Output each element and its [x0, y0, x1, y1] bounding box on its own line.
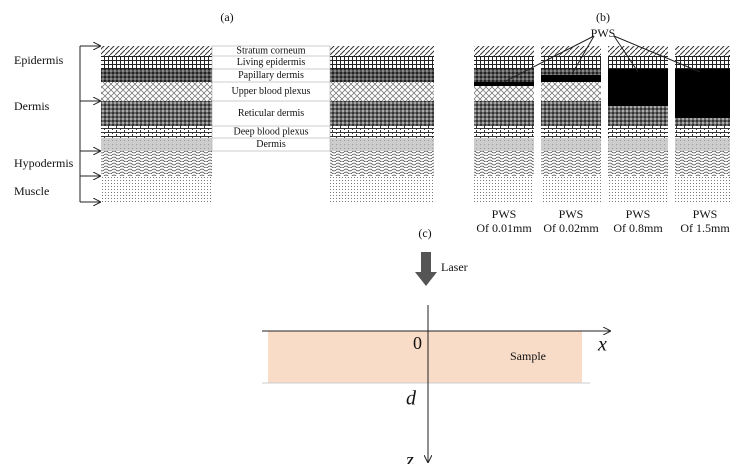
tissue-layer: [330, 56, 434, 69]
column-caption: Of 0.8mm: [613, 221, 663, 235]
panel-label: (b): [596, 10, 610, 24]
layer-label: Stratum corneum: [236, 45, 305, 56]
tissue-layer: [675, 126, 730, 138]
tissue-layer: [101, 82, 212, 101]
tissue-layer: [330, 126, 434, 138]
tissue-layer: [608, 126, 668, 138]
tissue-layer: [608, 151, 668, 176]
column-caption: PWS: [626, 207, 651, 221]
group-label: Muscle: [14, 184, 49, 198]
origin: 0: [413, 333, 422, 353]
tissue-layer: [101, 138, 212, 151]
layer-label: Papillary dermis: [238, 70, 304, 81]
tissue-layer: [541, 126, 601, 138]
tissue-layer: [101, 151, 212, 176]
column-caption: Of 1.5mm: [680, 221, 730, 235]
laser-arrow: [415, 252, 437, 286]
layer-label: Deep blood plexus: [234, 126, 309, 137]
group-label: Dermis: [14, 99, 50, 113]
tissue-layer: [101, 46, 212, 56]
figure: Stratum corneumLiving epidermis Papillary…: [0, 0, 730, 464]
tissue-layer: [541, 138, 601, 151]
tissue-layer: [541, 101, 601, 126]
group-label: Hypodermis: [14, 156, 74, 170]
tissue-layer: [330, 82, 434, 101]
layer-label: Upper blood plexus: [232, 86, 311, 97]
group-brackets: [80, 46, 100, 202]
pws-label: PWS: [591, 26, 616, 40]
tissue-layer: [675, 138, 730, 151]
tissue-layer: [675, 176, 730, 202]
laser-label: Laser: [441, 260, 468, 274]
tissue-layer: [474, 46, 534, 56]
column-caption: PWS: [492, 207, 517, 221]
tissue-layer: [330, 101, 434, 126]
tissue-layer: [474, 138, 534, 151]
layer-label: Living epidermis: [237, 57, 306, 68]
tissue-layer: [101, 101, 212, 126]
tissue-layer: [330, 46, 434, 56]
tissue-layer: [541, 82, 601, 101]
tissue-layer: [675, 151, 730, 176]
tissue-layer: [675, 56, 730, 69]
tissue-layer: [541, 151, 601, 176]
tissue-layer: [608, 138, 668, 151]
tissue-layer: [330, 69, 434, 82]
column-caption: Of 0.01mm: [476, 221, 532, 235]
column-caption: Of 0.02mm: [543, 221, 599, 235]
z-label: z: [405, 450, 414, 464]
tissue-layer: [608, 56, 668, 69]
panel-label: (c): [418, 226, 431, 240]
tissue-layer: [330, 138, 434, 151]
tissue-layer: [330, 151, 434, 176]
group-label: Epidermis: [14, 53, 64, 67]
tissue-layer: [330, 176, 434, 202]
tissue-layer: [101, 126, 212, 138]
x-label: x: [597, 334, 607, 356]
panel-label: (a): [220, 10, 233, 24]
pws-region: [608, 69, 668, 106]
tissue-layer: [608, 176, 668, 202]
tissue-layer: [474, 151, 534, 176]
layer-label: Reticular dermis: [238, 108, 304, 119]
tissue-layer: [101, 176, 212, 202]
depth-label: d: [406, 388, 417, 410]
tissue-layer: [474, 176, 534, 202]
sample-label: Sample: [510, 349, 546, 363]
tissue-layer: [541, 176, 601, 202]
tissue-layer: [474, 126, 534, 138]
column-caption: PWS: [693, 207, 718, 221]
tissue-layer: [474, 101, 534, 126]
column-caption: PWS: [559, 207, 584, 221]
tissue-layer: [474, 56, 534, 69]
pws-region: [675, 69, 730, 118]
layer-label: Dermis: [256, 139, 286, 150]
pws-region: [541, 75, 601, 82]
tissue-layer: [101, 69, 212, 82]
tissue-layer: [675, 46, 730, 56]
tissue-layer: [101, 56, 212, 69]
pws-region: [474, 82, 534, 86]
